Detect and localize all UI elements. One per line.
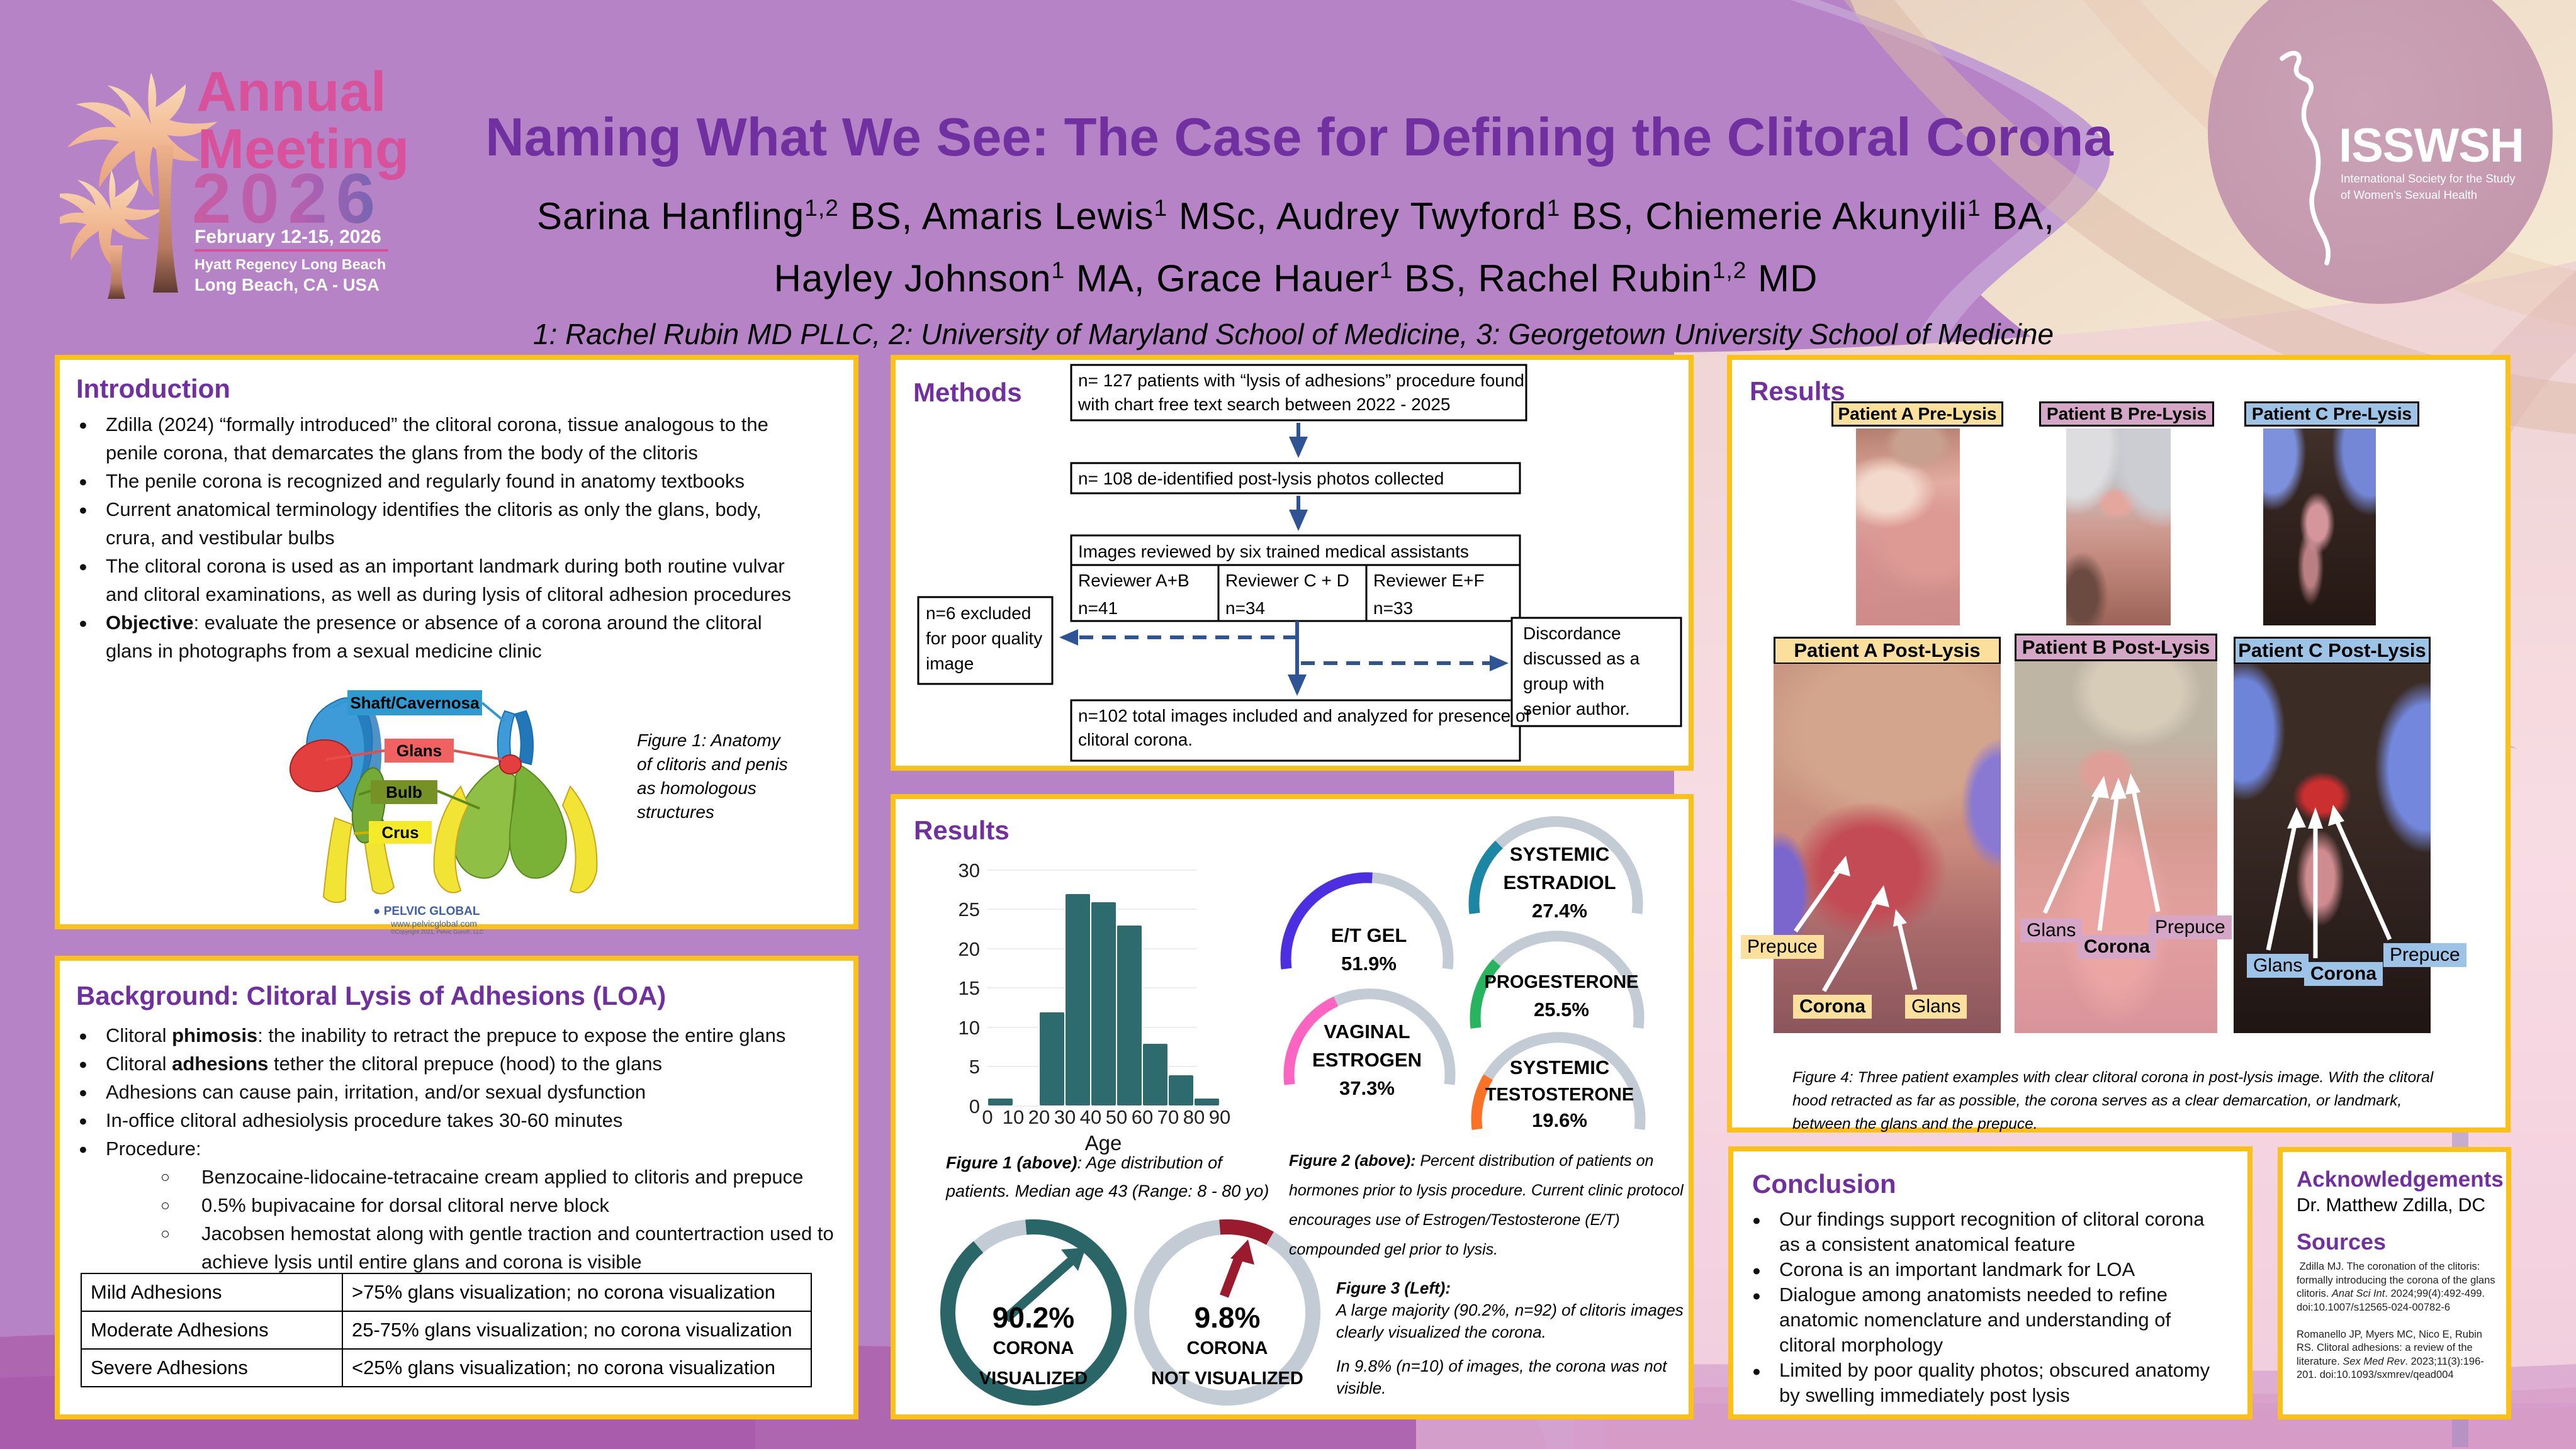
- svg-text:group with: group with: [1523, 674, 1604, 693]
- svg-text:90: 90: [1209, 1106, 1230, 1128]
- svg-text:SYSTEMIC: SYSTEMIC: [1510, 1056, 1609, 1078]
- svg-text:20: 20: [959, 938, 980, 960]
- svg-text:70: 70: [1157, 1106, 1179, 1128]
- svg-text:Reviewer E+F: Reviewer E+F: [1373, 571, 1485, 590]
- svg-text:60: 60: [1132, 1106, 1153, 1128]
- svg-text:0: 0: [969, 1095, 980, 1117]
- svg-text:n=34: n=34: [1225, 598, 1265, 618]
- svg-text:Discordance: Discordance: [1523, 624, 1621, 643]
- svg-text:Reviewer C + D: Reviewer C + D: [1225, 571, 1349, 590]
- svg-text:30: 30: [959, 859, 980, 881]
- svg-text:n=6 excluded: n=6 excluded: [926, 603, 1031, 623]
- svg-text:Age: Age: [1085, 1131, 1122, 1155]
- svg-text:5: 5: [969, 1056, 980, 1078]
- svg-text:February 12-15, 2026: February 12-15, 2026: [194, 227, 381, 247]
- svg-text:VISUALIZED: VISUALIZED: [979, 1368, 1088, 1389]
- svg-text:Annual: Annual: [196, 60, 386, 123]
- svg-text:27.4%: 27.4%: [1532, 900, 1587, 922]
- svg-text:clitoral corona.: clitoral corona.: [1078, 730, 1193, 749]
- svg-text:50: 50: [1106, 1106, 1127, 1128]
- svg-text:19.6%: 19.6%: [1532, 1109, 1587, 1131]
- svg-text:n= 127 patients with “lysis of: n= 127 patients with “lysis of adhesions…: [1078, 371, 1524, 390]
- svg-text:image: image: [926, 654, 974, 673]
- svg-text:n=33: n=33: [1373, 598, 1413, 618]
- svg-text:SYSTEMIC: SYSTEMIC: [1510, 843, 1609, 865]
- svg-text:Glans: Glans: [397, 741, 442, 760]
- svg-text:of Women's Sexual Health: of Women's Sexual Health: [2341, 188, 2477, 201]
- svg-text:Hyatt Regency Long Beach: Hyatt Regency Long Beach: [194, 256, 386, 272]
- svg-text:10: 10: [1003, 1106, 1024, 1128]
- svg-text:Long Beach, CA - USA: Long Beach, CA - USA: [194, 275, 380, 294]
- svg-text:Bulb: Bulb: [386, 783, 422, 802]
- svg-text:CORONA: CORONA: [1187, 1338, 1268, 1358]
- svg-text:40: 40: [1080, 1106, 1101, 1128]
- svg-text:TESTOSTERONE: TESTOSTERONE: [1485, 1085, 1634, 1105]
- svg-text:ESTROGEN: ESTROGEN: [1312, 1049, 1422, 1071]
- svg-text:senior author.: senior author.: [1523, 699, 1630, 719]
- svg-text:Shaft/Cavernosa: Shaft/Cavernosa: [350, 693, 480, 712]
- svg-text:Meeting: Meeting: [198, 117, 409, 180]
- svg-text:25.5%: 25.5%: [1534, 999, 1589, 1021]
- svg-text:for poor quality: for poor quality: [926, 629, 1042, 648]
- svg-text:Reviewer A+B: Reviewer A+B: [1078, 571, 1190, 590]
- svg-text:0: 0: [982, 1106, 993, 1128]
- svg-text:9.8%: 9.8%: [1195, 1301, 1261, 1334]
- svg-text:VAGINAL: VAGINAL: [1324, 1021, 1410, 1043]
- svg-text:ISSWSH: ISSWSH: [2339, 119, 2524, 172]
- svg-text:n=41: n=41: [1078, 598, 1118, 618]
- svg-text:25: 25: [959, 898, 980, 920]
- svg-text:PROGESTERONE: PROGESTERONE: [1485, 972, 1639, 992]
- svg-text:20: 20: [1028, 1106, 1050, 1128]
- svg-text:n= 108 de-identified post-lysi: n= 108 de-identified post-lysis photos c…: [1078, 469, 1444, 488]
- svg-text:51.9%: 51.9%: [1341, 953, 1397, 975]
- svg-text:90.2%: 90.2%: [993, 1301, 1074, 1334]
- svg-text:International Society for the: International Society for the Study: [2341, 172, 2516, 185]
- svg-text:n=102 total images included an: n=102 total images included and analyzed…: [1078, 706, 1531, 725]
- svg-text:E/T GEL: E/T GEL: [1331, 924, 1407, 946]
- svg-text:CORONA: CORONA: [993, 1338, 1074, 1358]
- svg-text:NOT VISUALIZED: NOT VISUALIZED: [1151, 1368, 1303, 1389]
- svg-text:with chart free text search be: with chart free text search between 2022…: [1077, 394, 1450, 414]
- svg-text:80: 80: [1183, 1106, 1205, 1128]
- svg-text:2026: 2026: [192, 159, 384, 238]
- svg-text:Images reviewed by six trained: Images reviewed by six trained medical a…: [1078, 542, 1469, 561]
- svg-text:discussed as a: discussed as a: [1523, 649, 1640, 668]
- svg-text:30: 30: [1054, 1106, 1076, 1128]
- svg-text:Crus: Crus: [381, 823, 419, 842]
- svg-text:ESTRADIOL: ESTRADIOL: [1503, 871, 1616, 893]
- svg-text:15: 15: [959, 977, 980, 999]
- svg-text:10: 10: [959, 1017, 980, 1039]
- svg-text:37.3%: 37.3%: [1339, 1077, 1395, 1099]
